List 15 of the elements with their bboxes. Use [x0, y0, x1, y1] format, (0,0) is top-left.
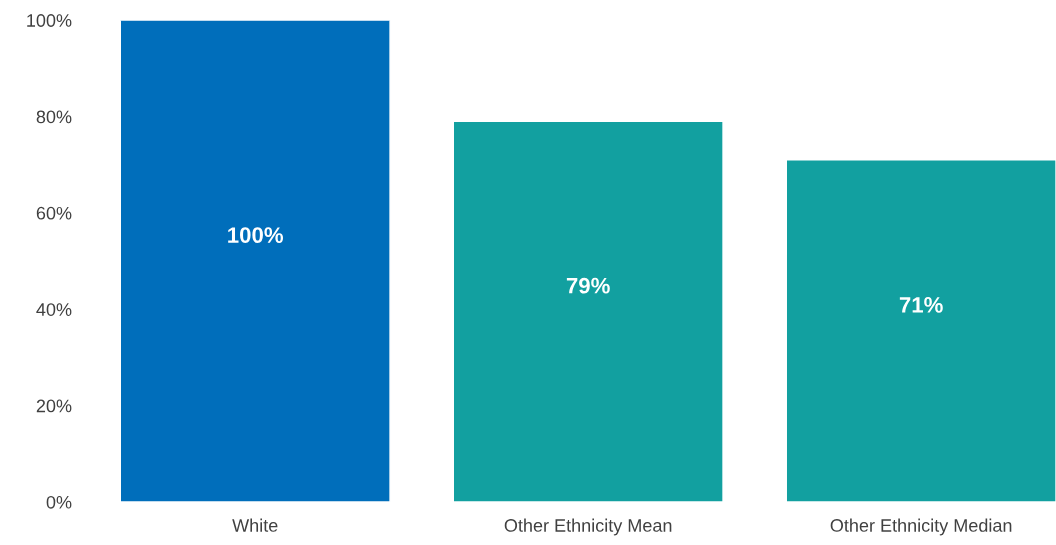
data-label: 100%	[228, 227, 284, 243]
bar	[785, 159, 1056, 502]
y-tick-label: 100%	[27, 14, 72, 27]
x-tick-label: Other Ethnicity Mean	[504, 518, 672, 536]
bar	[119, 20, 391, 502]
data-label: 71%	[899, 297, 943, 313]
bar	[452, 120, 724, 502]
x-tick-label: White	[232, 518, 278, 532]
y-tick-label: 60%	[36, 206, 72, 220]
y-tick-label: 20%	[36, 399, 72, 413]
y-tick-label: 0%	[46, 495, 72, 509]
x-tick-label: Other Ethnicity Median	[830, 518, 1012, 536]
y-tick-label: 80%	[36, 110, 72, 124]
data-label: 79%	[566, 277, 610, 294]
y-tick-label: 40%	[36, 303, 72, 316]
